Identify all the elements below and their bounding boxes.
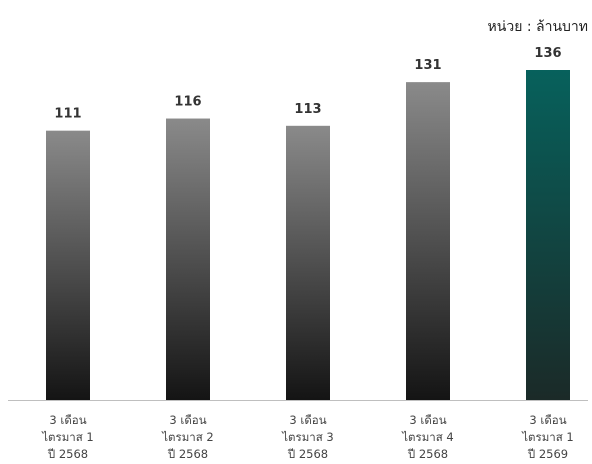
bar-3: [286, 125, 330, 400]
category-label-4-line-2: ไตรมาส 4: [401, 430, 453, 444]
category-label-1-line-1: 3 เดือน: [49, 413, 86, 427]
value-label-1: 111: [54, 107, 81, 122]
category-label-5-line-1: 3 เดือน: [529, 413, 566, 427]
category-label-4-line-3: ปี 2568: [407, 447, 448, 461]
unit-label: หน่วย : ล้านบาท: [487, 19, 588, 35]
bars-group: [46, 70, 570, 401]
bar-5: [526, 70, 570, 400]
bar-2: [166, 118, 210, 400]
category-label-2-line-3: ปี 2568: [167, 447, 208, 461]
category-label-2-line-2: ไตรมาส 2: [161, 430, 213, 444]
value-label-3: 113: [294, 102, 321, 117]
category-label-5-line-2: ไตรมาส 1: [521, 430, 573, 444]
category-label-5-line-3: ปี 2569: [527, 447, 568, 461]
category-label-2-line-1: 3 เดือน: [169, 413, 206, 427]
bar-4: [406, 82, 450, 400]
category-label-4-line-1: 3 เดือน: [409, 413, 446, 427]
value-label-5: 136: [534, 46, 561, 61]
category-label-3-line-2: ไตรมาส 3: [281, 430, 333, 444]
category-label-3-line-3: ปี 2568: [287, 447, 328, 461]
value-label-4: 131: [414, 58, 441, 73]
category-label-1-line-2: ไตรมาส 1: [41, 430, 93, 444]
category-label-1-line-3: ปี 2568: [47, 447, 88, 461]
value-label-2: 116: [174, 95, 201, 110]
category-label-3-line-1: 3 เดือน: [289, 413, 326, 427]
bar-1: [46, 130, 90, 401]
